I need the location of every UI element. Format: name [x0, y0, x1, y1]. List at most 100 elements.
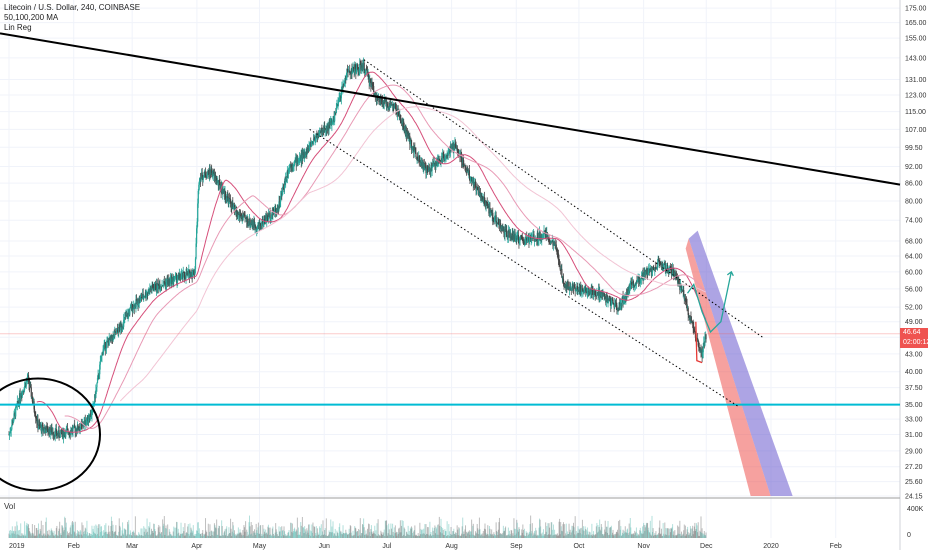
volume-bar — [222, 535, 224, 538]
volume-bar — [96, 525, 98, 538]
volume-bar — [645, 525, 647, 538]
candle-body — [399, 114, 401, 119]
volume-bar — [323, 535, 325, 538]
candle-body — [218, 180, 220, 185]
volume-bar — [590, 534, 592, 538]
candle-body — [361, 64, 363, 68]
volume-bar — [594, 535, 596, 538]
candle-body — [501, 226, 503, 230]
volume-bar — [648, 527, 650, 538]
volume-bar — [534, 530, 536, 538]
candle-body — [659, 262, 661, 264]
candle-body — [346, 68, 348, 78]
volume-bar — [441, 526, 443, 538]
candle-body — [380, 98, 382, 99]
volume-bar — [73, 522, 75, 538]
volume-bar — [86, 532, 88, 538]
volume-bar — [253, 532, 255, 538]
volume-bar — [449, 535, 451, 538]
volume-bar — [320, 535, 322, 538]
candle-body — [366, 70, 369, 75]
candle-body — [506, 229, 508, 237]
candle-body — [411, 147, 413, 150]
candle-body — [486, 202, 488, 207]
volume-bar — [78, 531, 80, 538]
candle-body — [557, 253, 560, 261]
volume-bar — [319, 527, 321, 538]
volume-bar — [657, 534, 659, 538]
volume-bar — [209, 524, 211, 538]
volume-bar — [691, 528, 693, 538]
candle-body — [558, 264, 561, 266]
candle-body — [297, 161, 300, 162]
volume-bar — [71, 522, 73, 538]
volume-bar — [493, 532, 495, 538]
candle-body — [67, 429, 69, 433]
candle-body — [640, 278, 642, 280]
volume-bar — [65, 522, 67, 538]
volume-bar — [394, 525, 396, 538]
volume-bar — [41, 535, 43, 538]
candle-body — [125, 315, 127, 319]
volume-bar — [664, 534, 666, 538]
volume-bar — [247, 535, 249, 538]
volume-bar — [468, 531, 470, 538]
volume-bar — [456, 525, 458, 538]
volume-bar — [272, 533, 274, 538]
legend-symbol[interactable]: Litecoin / U.S. Dollar, 240, COINBASE — [4, 3, 141, 12]
candle-body — [354, 67, 356, 70]
volume-bar — [260, 525, 262, 538]
candle-body — [686, 304, 688, 310]
volume-bar — [115, 525, 117, 538]
volume-bar — [601, 527, 603, 538]
volume-bar — [280, 535, 282, 538]
volume-bar — [383, 532, 385, 538]
volume-bar — [14, 533, 16, 538]
volume-bar — [9, 530, 11, 538]
volume-bar — [29, 531, 31, 538]
candle-body — [693, 329, 695, 332]
candle-body — [525, 237, 527, 245]
volume-bar — [693, 526, 695, 538]
volume-bar — [105, 523, 107, 538]
volume-bar — [392, 523, 394, 538]
candle-body — [157, 283, 159, 285]
legend-ma[interactable]: 50,100,200 MA — [4, 13, 59, 22]
candle-body — [669, 266, 671, 268]
candle-body — [165, 282, 168, 286]
volume-bar — [292, 531, 294, 538]
volume-bar — [584, 535, 586, 538]
volume-bar — [274, 532, 276, 538]
candle-body — [615, 302, 617, 306]
volume-bar — [208, 531, 210, 538]
candle-body — [147, 292, 149, 294]
volume-bar — [202, 535, 204, 538]
candle-body — [400, 122, 403, 124]
candle-body — [680, 284, 682, 287]
volume-bar — [194, 535, 196, 538]
candle-body — [351, 68, 353, 73]
volume-bar — [632, 534, 634, 538]
candle-body — [88, 419, 90, 422]
volume-bar — [296, 530, 298, 538]
volume-bar — [480, 533, 482, 538]
candle-body — [614, 303, 616, 308]
volume-bar — [61, 525, 63, 538]
candle-body — [22, 390, 25, 392]
volume-bar — [184, 523, 186, 538]
volume-bar — [273, 535, 275, 538]
legend-linreg[interactable]: Lin Reg — [4, 23, 32, 32]
volume-bar — [422, 529, 424, 538]
y-tick-label: 92.00 — [905, 164, 923, 171]
candle-body — [560, 269, 562, 271]
volume-bar — [118, 531, 120, 538]
volume-bar — [334, 533, 336, 538]
volume-bar — [300, 522, 302, 538]
candle-body — [116, 329, 119, 332]
volume-bar — [669, 532, 671, 538]
candle-body — [17, 401, 19, 403]
volume-bar — [53, 530, 55, 538]
candle-body — [120, 324, 123, 329]
candle-body — [496, 222, 498, 225]
